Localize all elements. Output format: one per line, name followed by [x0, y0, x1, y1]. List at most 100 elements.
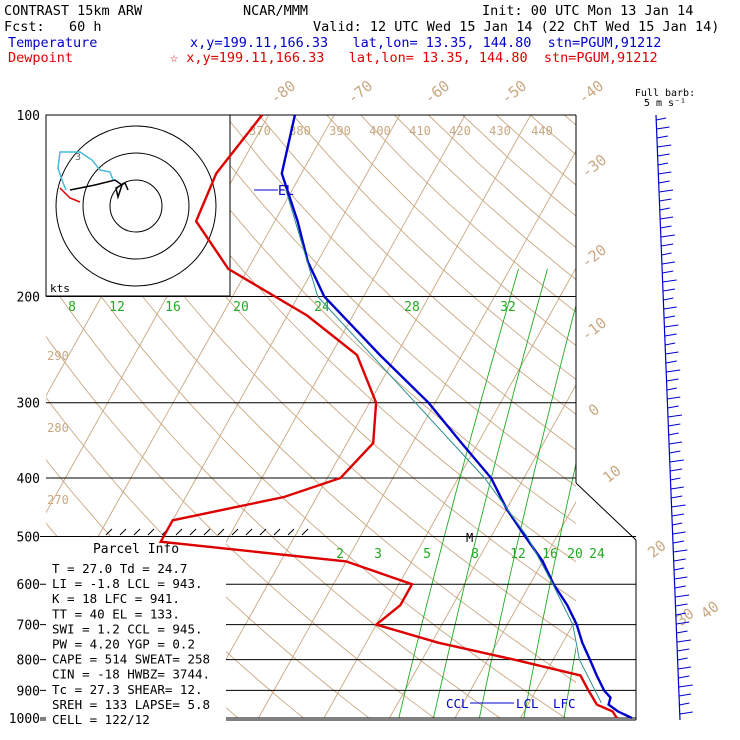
sounding-profiles: EL CCL LCL LFC M [158, 114, 633, 720]
parcel-info-title: Parcel Info [93, 542, 179, 557]
mixing-ratio-label: 32 [500, 300, 516, 315]
wind-barb [660, 234, 675, 238]
dry-adiabat [46, 215, 566, 719]
parcel-info-row: K = 18 LFC = 941. [52, 591, 180, 606]
dewpoint-legend: Dewpoint [8, 50, 74, 66]
dry-adiabat [394, 115, 576, 281]
isotherm-line [389, 384, 576, 719]
pressure-label: 400 [17, 472, 40, 487]
hatch-tick [287, 528, 295, 536]
parcel-info-row: SWI = 1.2 CCL = 945. [52, 621, 203, 636]
wind-barb [664, 333, 677, 337]
isotherm-line [586, 115, 740, 718]
isotherm-label: -50 [498, 77, 530, 108]
pressure-label: 300 [17, 397, 40, 412]
isotherm-label: -20 [578, 241, 610, 272]
parcel-box [46, 537, 226, 727]
wind-barb [678, 693, 692, 697]
isotherm-label: -10 [578, 314, 610, 345]
dry-adiabat [46, 156, 576, 683]
mixing-ratio-line [398, 268, 519, 719]
temperature-location: x,y=199.11,166.33 lat,lon= 13.35, 144.80… [190, 35, 662, 51]
wind-barb [660, 225, 672, 229]
hatch-tick [175, 528, 183, 536]
theta-label: 440 [531, 124, 553, 138]
hatch-tick [189, 528, 197, 536]
wind-staff-line [655, 114, 681, 721]
dry-adiabat [529, 115, 576, 156]
wind-barb [668, 423, 681, 427]
mixing-ratio-label: 24 [589, 547, 605, 562]
parcel-info-row: CAPE = 514 SWEAT= 258 [52, 652, 210, 667]
theta-label: 400 [369, 124, 391, 138]
mixing-ratio-label: 20 [567, 547, 583, 562]
wind-barb [670, 477, 681, 481]
isotherm-label: -70 [344, 77, 376, 108]
wind-barb [676, 630, 688, 634]
isotherm-line [323, 267, 576, 719]
wind-barb [656, 135, 669, 139]
wind-barb [663, 297, 674, 301]
theta-label: 410 [409, 124, 431, 138]
wind-barb [677, 648, 690, 652]
mixing-ratio-line [523, 461, 576, 719]
wind-barb [658, 180, 670, 184]
ccl-label: CCL [446, 696, 469, 711]
wind-barb [661, 261, 675, 265]
hodograph-trace-low [59, 187, 81, 203]
wind-barb [673, 549, 688, 553]
theta-label: 420 [449, 124, 471, 138]
hatch-tick [259, 528, 267, 536]
temperature-legend: Temperature [8, 35, 98, 51]
dry-adiabat [54, 115, 576, 642]
wind-barb [659, 207, 670, 211]
wind-barb [679, 702, 690, 706]
dry-adiabat [495, 115, 576, 186]
forecast-hour: Fcst: 60 h [4, 19, 102, 35]
hatch-tick [147, 528, 155, 536]
wind-barb [666, 369, 681, 373]
dry-adiabat [462, 115, 576, 217]
wind-barb [678, 684, 693, 688]
wind-barb [663, 315, 676, 319]
mixing-ratio-label: 16 [542, 547, 558, 562]
pressure-label: 700 [17, 619, 40, 634]
mixing-ratio-label: 2 [336, 547, 344, 562]
isotherm-line [717, 115, 740, 718]
mixing-ratio-label: 28 [404, 300, 420, 315]
mixing-ratio-line [433, 268, 548, 719]
wind-barb [665, 342, 676, 346]
wind-barb [677, 657, 688, 661]
hodograph-ring [55, 125, 217, 287]
wind-barb [677, 666, 692, 670]
isotherm-line [192, 115, 532, 719]
wind-barb-title: Full barb: [635, 88, 695, 99]
wind-barb [661, 243, 674, 247]
m-label: M [466, 531, 473, 545]
wind-barb [672, 540, 685, 544]
hodograph-ring [82, 152, 190, 260]
wind-barb [659, 198, 672, 202]
parcel-info-row: SREH = 133 LAPSE= 5.8 [52, 697, 210, 712]
wind-barb [676, 639, 691, 643]
wind-barb [675, 612, 686, 616]
mixing-ratio-label: 24 [314, 300, 330, 315]
parcel-info-row: CELL = 122/12 [52, 712, 150, 727]
wind-barb [662, 288, 676, 292]
mixing-ratio-label: 20 [233, 300, 249, 315]
isotherm-line [258, 150, 576, 719]
wind-barb-units: 5 m s⁻¹ [644, 98, 686, 109]
isotherm-line [46, 115, 270, 514]
hatch-tick [203, 528, 211, 536]
isotherm-label: -60 [421, 77, 453, 108]
dewpoint-profile [158, 114, 618, 719]
mixing-ratio-line [563, 645, 576, 719]
lcl-label: LCL [516, 696, 539, 711]
isotherm-label: -80 [267, 77, 299, 108]
wind-barb [660, 216, 674, 220]
isotherm-label: 0 [585, 400, 603, 420]
theta-label: 430 [489, 124, 511, 138]
theta-label: 290 [47, 349, 69, 363]
hatch-tick [231, 528, 239, 536]
